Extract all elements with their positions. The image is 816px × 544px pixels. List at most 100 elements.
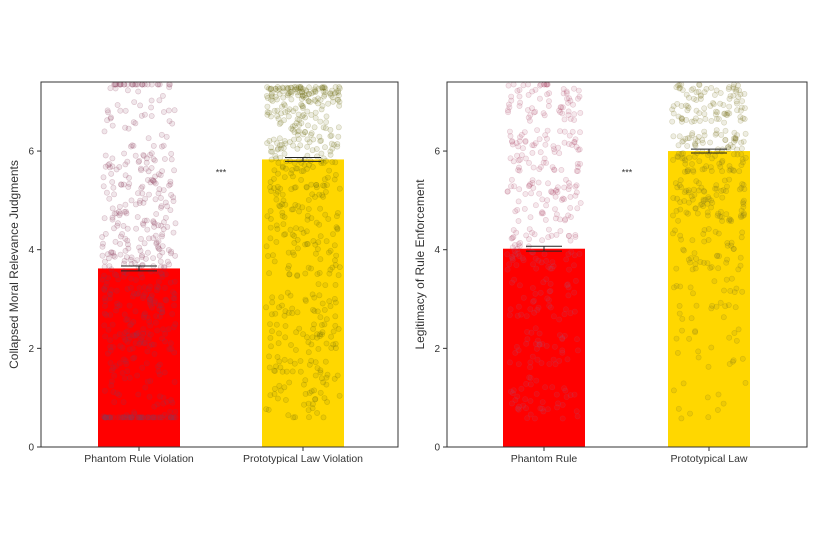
data-point — [535, 179, 542, 186]
data-point — [269, 328, 275, 335]
data-point — [169, 289, 176, 295]
data-point — [104, 189, 110, 196]
data-point — [305, 407, 312, 413]
data-point — [723, 276, 730, 283]
data-point — [327, 133, 334, 139]
data-point — [733, 88, 739, 95]
data-point — [292, 414, 298, 421]
data-point — [712, 131, 719, 138]
data-point — [713, 87, 720, 94]
y-tick-label: 2 — [28, 344, 34, 355]
data-point — [569, 141, 575, 148]
data-point — [315, 345, 322, 352]
data-point — [161, 264, 168, 271]
data-point — [728, 218, 735, 224]
data-point — [276, 202, 283, 209]
data-point — [279, 191, 286, 198]
data-point — [284, 92, 291, 99]
data-point — [527, 306, 534, 312]
data-point — [130, 119, 137, 126]
data-point — [324, 371, 331, 378]
data-point — [308, 341, 315, 348]
data-point — [115, 414, 122, 421]
data-point — [102, 152, 109, 159]
data-point — [318, 157, 325, 164]
data-point — [670, 230, 676, 237]
data-point — [530, 285, 536, 291]
data-point — [171, 107, 178, 114]
data-point — [157, 393, 163, 400]
data-point — [99, 252, 106, 259]
data-point — [150, 414, 156, 421]
data-point — [690, 290, 696, 297]
data-point — [517, 239, 523, 246]
data-point — [300, 103, 306, 110]
data-point — [294, 272, 301, 278]
data-point — [128, 321, 134, 327]
data-point — [298, 96, 305, 102]
data-point — [152, 180, 159, 187]
data-point — [712, 185, 718, 192]
data-point — [138, 254, 145, 260]
data-point — [264, 84, 270, 90]
data-point — [332, 299, 339, 306]
data-point — [305, 98, 312, 104]
data-point — [99, 234, 105, 240]
data-point — [677, 84, 683, 91]
data-point — [682, 168, 688, 175]
data-point — [520, 257, 527, 264]
data-point — [565, 284, 572, 291]
data-point — [543, 257, 550, 264]
data-point — [695, 354, 702, 361]
data-point — [111, 225, 117, 232]
data-point — [737, 262, 744, 269]
data-point — [691, 153, 698, 160]
data-point — [719, 168, 725, 175]
data-point — [735, 326, 742, 333]
data-point — [726, 361, 733, 367]
data-point — [276, 304, 282, 311]
data-point — [111, 191, 117, 198]
data-point — [674, 184, 681, 191]
data-point — [136, 284, 143, 291]
data-point — [138, 112, 145, 119]
data-point — [274, 84, 281, 90]
data-point — [574, 168, 581, 174]
data-point — [567, 204, 574, 211]
data-point — [673, 265, 680, 272]
data-point — [331, 242, 338, 249]
data-point — [742, 130, 749, 137]
data-point — [269, 148, 276, 155]
data-point — [532, 140, 539, 146]
data-point — [140, 152, 147, 158]
data-point — [720, 400, 727, 407]
data-point — [551, 146, 557, 152]
data-point — [331, 176, 338, 183]
data-point — [532, 325, 539, 332]
data-point — [545, 180, 551, 187]
data-point — [560, 104, 566, 111]
data-point — [737, 254, 744, 261]
data-point — [679, 87, 686, 93]
data-point — [532, 108, 539, 115]
data-point — [308, 265, 314, 272]
data-point — [563, 394, 570, 400]
data-point — [312, 395, 319, 402]
data-point — [133, 81, 140, 88]
data-point — [136, 244, 142, 251]
data-point — [683, 187, 689, 194]
data-point — [297, 84, 304, 90]
data-point — [267, 321, 273, 327]
data-point — [312, 359, 319, 366]
data-point — [166, 81, 173, 88]
data-point — [139, 364, 146, 371]
data-point — [325, 216, 332, 222]
data-point — [105, 162, 112, 169]
data-point — [151, 403, 158, 410]
data-point — [525, 107, 531, 113]
data-point — [548, 189, 555, 196]
data-point — [540, 408, 547, 415]
data-point — [739, 181, 746, 187]
data-point — [166, 84, 173, 91]
data-point — [332, 257, 338, 264]
